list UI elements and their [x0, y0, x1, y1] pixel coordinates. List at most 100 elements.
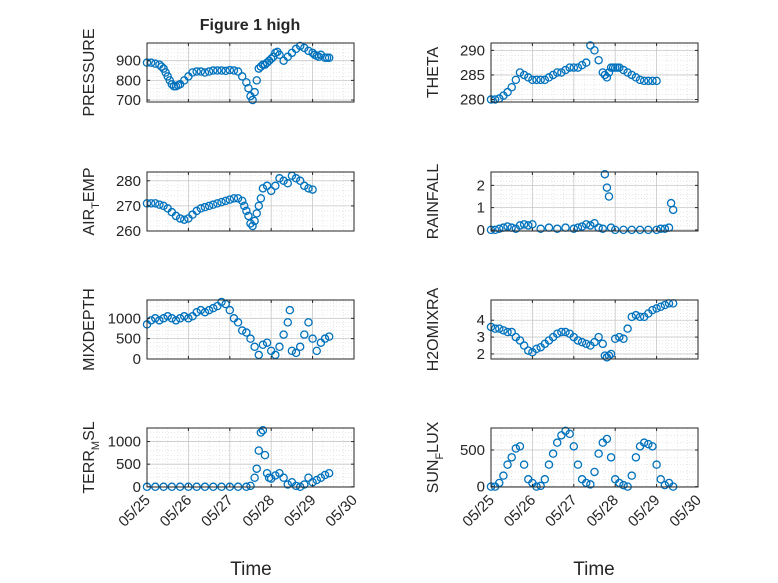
data-point: [565, 429, 574, 439]
data-point: [175, 214, 185, 223]
plot-area: [147, 300, 354, 359]
data-point: [631, 453, 641, 462]
data-point: [540, 75, 550, 85]
data-point: [285, 305, 295, 315]
data-point: [252, 76, 261, 85]
data-point: [573, 460, 583, 469]
data-point: [188, 68, 197, 77]
data-point: [159, 314, 168, 323]
data-point: [256, 62, 266, 71]
data-point: [225, 195, 235, 204]
data-point: [627, 225, 637, 235]
data-point: [586, 221, 595, 230]
data-point: [262, 468, 272, 478]
data-point: [242, 206, 251, 216]
y-axis-label: AIRTEMP: [81, 167, 102, 235]
data-point: [590, 337, 599, 347]
data-point: [602, 434, 612, 444]
data-point: [254, 446, 264, 455]
data-point: [619, 480, 628, 490]
data-point: [515, 336, 525, 345]
data-point: [604, 68, 614, 77]
data-point: [528, 75, 537, 85]
data-point: [507, 453, 516, 462]
data-point: [552, 224, 562, 234]
data-point: [200, 202, 210, 212]
data-point: [656, 224, 665, 234]
y-tick-label: 500: [116, 456, 141, 473]
y-tick-label: 1000: [108, 310, 141, 327]
subplot-grid: 700 800 900 PRESSURE 280 285 290 THETA 260 270 280…: [81, 28, 705, 530]
data-point: [252, 464, 261, 473]
y-axis-label: RAINFALL: [425, 164, 442, 240]
data-point: [561, 327, 570, 337]
x-tick-label: 05/27: [542, 492, 581, 531]
data-point: [229, 66, 239, 75]
data-point: [610, 225, 620, 235]
data-point: [314, 52, 324, 62]
data-point: [283, 480, 293, 489]
subplot-pressure: 700 800 900 PRESSURE: [81, 28, 355, 117]
data-point: [192, 307, 201, 317]
data-point: [320, 334, 330, 343]
data-point: [217, 297, 226, 307]
data-point: [167, 314, 177, 323]
data-point: [312, 475, 321, 485]
data-point: [648, 442, 657, 451]
y-axis-label: H2OMIXRA: [425, 287, 442, 371]
data-point: [258, 426, 268, 435]
data-point: [171, 316, 181, 325]
data-point: [180, 312, 189, 321]
ylabel-part: SL: [81, 421, 98, 441]
data-point: [180, 215, 189, 224]
data-point: [532, 75, 541, 85]
data-point: [565, 63, 574, 72]
data-point: [295, 41, 305, 51]
data-point: [552, 68, 562, 77]
y-tick-label: 290: [460, 42, 485, 59]
data-point: [552, 438, 562, 447]
y-tick-label: 0: [133, 351, 141, 368]
data-point: [208, 66, 218, 75]
data-point: [248, 221, 257, 231]
y-tick-label: 800: [116, 72, 141, 89]
axes-box: [146, 171, 355, 232]
subplot-air-temp: 260 270 280 AIRTEMP: [81, 167, 355, 240]
axes-box: [490, 427, 699, 488]
data-point: [291, 174, 301, 183]
data-point: [271, 471, 280, 480]
data-point: [229, 194, 239, 203]
data-point: [208, 303, 218, 313]
data-point: [656, 475, 665, 484]
data-point: [246, 481, 255, 491]
data-point: [635, 225, 645, 235]
y-tick-label: 500: [460, 442, 485, 459]
data-point: [300, 480, 309, 489]
data-point: [291, 481, 301, 491]
data-point: [503, 327, 512, 337]
data-point: [581, 220, 591, 229]
data-point: [495, 324, 504, 333]
data-point: [244, 211, 253, 221]
data-point: [495, 224, 504, 234]
data-point: [225, 305, 235, 315]
data-point: [304, 318, 313, 327]
data-point: [300, 330, 309, 339]
data-point: [524, 221, 533, 230]
data-point: [569, 442, 579, 451]
data-point: [577, 337, 587, 347]
data-point: [320, 470, 330, 480]
y-axis-label: THETA: [425, 47, 442, 99]
data-point: [279, 176, 288, 186]
data-point: [598, 339, 608, 349]
data-point: [519, 460, 529, 469]
x-axis-label-right: Time: [573, 559, 615, 580]
data-point: [652, 460, 661, 469]
y-tick-label: 280: [460, 92, 485, 109]
y-tick-label: 285: [460, 67, 485, 84]
data-point: [324, 468, 334, 478]
data-point: [308, 185, 317, 194]
data-point: [237, 196, 247, 206]
data-point: [644, 76, 653, 86]
